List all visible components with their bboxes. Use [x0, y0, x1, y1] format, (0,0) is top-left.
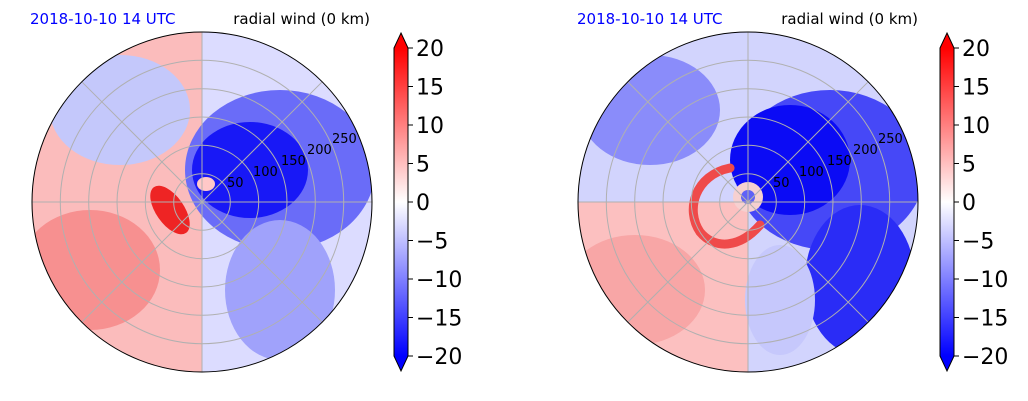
panel-2-colorbar: 20 15 10 5 0 −5 −10 −15 −20 — [939, 31, 1008, 373]
panel-1-radial-label-200: 200 — [307, 143, 332, 158]
colorbar-tick-label: 10 — [962, 114, 990, 139]
panel-1-colorbar-extend-max — [394, 33, 408, 48]
panel-1-colorbar-ticks: 20 15 10 5 0 −5 −10 −15 −20 — [408, 37, 462, 370]
panel-2-colorbar-ticks: 20 15 10 5 0 −5 −10 −15 −20 — [954, 37, 1008, 370]
colorbar-tick-label: −5 — [962, 230, 994, 255]
panel-1-se-band — [225, 220, 335, 360]
panel-2-colorbar-body — [940, 48, 954, 356]
colorbar-tick-label: 20 — [962, 37, 990, 62]
panel-1-nw-weak-negative — [50, 55, 190, 165]
colorbar-tick-label: −5 — [416, 230, 448, 255]
panel-1-grid-spoke — [81, 81, 323, 323]
colorbar-tick-label: 5 — [962, 153, 976, 178]
panel-1-title-date: 2018-10-10 14 UTC — [30, 10, 176, 28]
panel-1-inner-max — [150, 185, 190, 235]
panel-2-title-variable: radial wind (0 km) — [781, 10, 918, 28]
colorbar-tick-label: −20 — [416, 345, 462, 370]
panel-2-colorbar-extend-min — [940, 356, 954, 371]
colorbar-tick-label: 5 — [416, 153, 430, 178]
panel-2-colorbar-extend-max — [940, 33, 954, 48]
colorbar-tick-label: −15 — [416, 307, 462, 332]
panel-2-grid-spoke — [627, 81, 869, 323]
panel-1-frame — [31, 31, 373, 373]
panel-2-nw-negative — [580, 55, 720, 165]
colorbar-tick-label: 0 — [416, 191, 430, 216]
panel-1-core-negative — [192, 122, 308, 218]
panel-1-radial-label-150: 150 — [281, 154, 306, 169]
panel-2-radial-label-150: 150 — [827, 154, 852, 169]
panel-1-colorbar-body — [394, 48, 408, 356]
panel-2-grid — [578, 32, 918, 372]
panel-1-radial-label-250: 250 — [332, 132, 357, 147]
colorbar-tick-label: 20 — [416, 37, 444, 62]
panel-1-grid — [32, 32, 372, 372]
panel-1-sw-positive — [32, 210, 160, 330]
colorbar-tick-label: −10 — [962, 268, 1008, 293]
panel-2-radial-label-250: 250 — [878, 132, 903, 147]
colorbar-tick-label: −15 — [962, 307, 1008, 332]
panel-1-title-variable: radial wind (0 km) — [233, 10, 370, 28]
panel-1: 2018-10-10 14 UTC radial wind (0 km) 5 — [30, 10, 462, 373]
colorbar-tick-label: 10 — [416, 114, 444, 139]
panel-2-radial-label-100: 100 — [799, 165, 824, 180]
colorbar-tick-label: 15 — [962, 76, 990, 101]
panel-1-eye — [197, 177, 215, 191]
panel-1-colorbar-extend-min — [394, 356, 408, 371]
colorbar-tick-label: −20 — [962, 345, 1008, 370]
panel-2-south-band — [745, 245, 815, 355]
panel-1-radial-label-100: 100 — [253, 165, 278, 180]
panel-1-colorbar: 20 15 10 5 0 −5 −10 −15 −20 — [393, 31, 462, 373]
colorbar-tick-label: 0 — [962, 191, 976, 216]
panel-2-radial-label-200: 200 — [853, 143, 878, 158]
panel-2-radial-label-50: 50 — [773, 176, 790, 191]
panel-1-radial-label-50: 50 — [227, 176, 244, 191]
colorbar-tick-label: −10 — [416, 268, 462, 293]
colorbar-tick-label: 15 — [416, 76, 444, 101]
panel-2-frame — [577, 31, 919, 373]
panel-2-title-date: 2018-10-10 14 UTC — [577, 10, 723, 28]
panel-2: 2018-10-10 14 UTC radial wind (0 km) — [577, 10, 1008, 373]
